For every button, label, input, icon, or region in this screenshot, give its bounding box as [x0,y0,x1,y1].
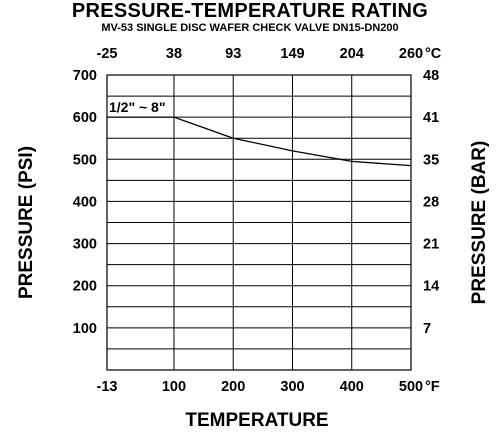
series-line [107,116,412,167]
chart-title: PRESSURE-TEMPERATURE RATING [71,0,429,22]
y-right-tick-label: 28 [423,194,439,210]
tick-labels: 100 200 300 400 500 600 700 7 14 21 28 35 41 48 -13 100… [73,46,439,395]
y-left-tick-label: 500 [73,152,97,168]
y-right-tick-label: 41 [423,110,439,126]
gridlines [107,75,411,370]
x-bottom-tick-label: -13 [97,379,118,395]
x-top-tick-label: 260 [399,46,423,62]
series-layer [107,116,412,167]
y-left-tick-label: 400 [73,194,97,210]
x-bottom-unit-label: °F [425,379,440,395]
y-right-tick-label: 7 [423,321,431,337]
x-top-tick-label: 93 [225,46,241,62]
x-bottom-tick-label: 300 [280,379,304,395]
series-label: 1/2" ~ 8" [109,99,165,115]
y-right-tick-label: 48 [423,68,439,84]
x-bottom-tick-label: 100 [162,379,186,395]
y-left-tick-label: 300 [73,237,97,253]
y-right-tick-label: 35 [423,152,439,168]
x-top-tick-label: 149 [280,46,304,62]
y-left-tick-label: 700 [73,68,97,84]
x-axis-label: TEMPERATURE [185,410,328,431]
x-top-tick-label: -25 [97,46,118,62]
x-bottom-tick-label: 200 [221,379,245,395]
y-axis-label-left: PRESSURE (PSI) [16,146,37,299]
y-axis-label-right: PRESSURE (BAR) [469,141,490,305]
x-top-tick-label: 38 [166,46,182,62]
y-right-tick-label: 14 [423,279,439,295]
x-top-tick-label: 204 [340,46,364,62]
y-left-tick-label: 600 [73,110,97,126]
x-bottom-tick-label: 500 [399,379,423,395]
y-right-tick-label: 21 [423,237,439,253]
chart-subtitle: MV-53 SINGLE DISC WAFER CHECK VALVE DN15… [101,22,399,34]
y-left-tick-label: 200 [73,279,97,295]
x-top-unit-label: °C [425,46,442,62]
y-left-tick-label: 100 [73,321,97,337]
x-bottom-tick-label: 400 [340,379,364,395]
